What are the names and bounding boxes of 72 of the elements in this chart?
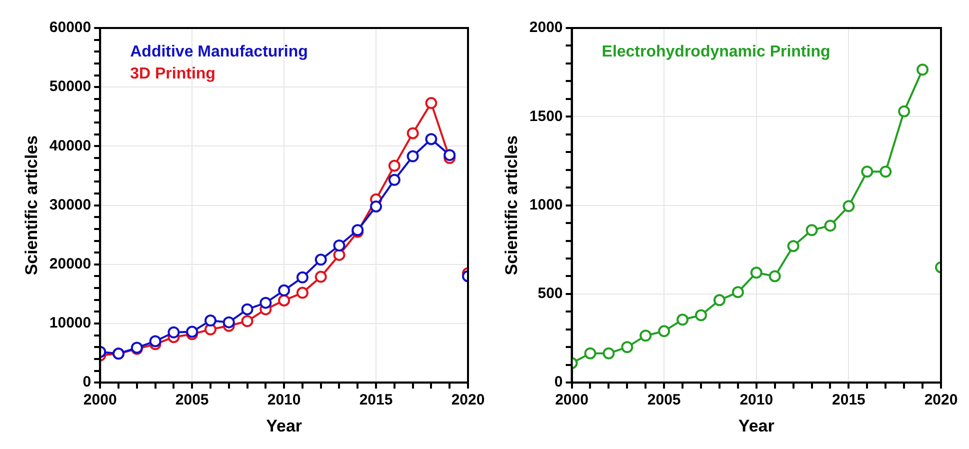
point xyxy=(406,150,419,162)
point xyxy=(314,270,327,283)
y-tick-label: 60000 xyxy=(49,19,92,36)
point xyxy=(695,309,707,322)
point xyxy=(621,341,634,354)
y-tick-label: 20000 xyxy=(49,256,92,273)
point xyxy=(640,330,652,342)
point xyxy=(149,335,162,348)
x-axis-title: Year xyxy=(738,416,775,436)
point xyxy=(186,326,198,338)
x-tick-label: 2005 xyxy=(647,392,681,409)
x-tick-label: 2015 xyxy=(359,392,393,409)
y-tick-label: 0 xyxy=(554,374,563,391)
text: Electrohydrodynamic Printing xyxy=(602,43,830,60)
point xyxy=(333,248,346,261)
x-tick-label: 2000 xyxy=(83,392,117,409)
point xyxy=(880,166,892,178)
point xyxy=(676,314,689,326)
text: 3D Printing xyxy=(130,65,216,82)
point xyxy=(768,270,781,282)
point xyxy=(278,284,290,296)
point xyxy=(824,220,836,232)
point xyxy=(388,160,400,172)
x-tick-label: 2005 xyxy=(175,392,209,409)
point xyxy=(406,127,419,140)
y-tick-label: 500 xyxy=(538,285,563,302)
point xyxy=(806,224,818,236)
point xyxy=(425,97,438,110)
x-tick-label: 2015 xyxy=(832,392,866,409)
y-tick-label: 40000 xyxy=(49,137,92,154)
point xyxy=(204,314,216,327)
point xyxy=(732,286,744,298)
x-axis-title: Year xyxy=(266,416,302,436)
point xyxy=(750,266,762,279)
x-tick-label: 2020 xyxy=(451,392,485,409)
y-axis-title: Scientific articles xyxy=(502,135,521,276)
point xyxy=(444,149,456,162)
y-tick-label: 1500 xyxy=(529,108,563,125)
point xyxy=(388,174,400,186)
point xyxy=(370,200,382,212)
point xyxy=(425,133,438,146)
point xyxy=(658,325,670,338)
point xyxy=(241,303,254,316)
y-axis-title: Scientific articles xyxy=(22,135,41,276)
point xyxy=(584,347,596,360)
point xyxy=(296,271,308,284)
point xyxy=(861,166,874,178)
point xyxy=(278,294,290,306)
point xyxy=(241,315,254,328)
point xyxy=(333,239,346,252)
point xyxy=(787,240,800,252)
point xyxy=(916,64,929,76)
x-tick-label: 2020 xyxy=(924,392,958,409)
point xyxy=(260,296,272,309)
point xyxy=(296,286,308,299)
point xyxy=(898,105,910,118)
x-tick-label: 2010 xyxy=(740,392,774,409)
point xyxy=(713,294,726,306)
point xyxy=(222,316,235,328)
point xyxy=(842,200,855,212)
point xyxy=(602,347,615,360)
point xyxy=(314,254,327,266)
y-tick-label: 2000 xyxy=(529,19,563,36)
y-tick-label: 0 xyxy=(82,374,92,391)
x-tick-label: 2010 xyxy=(267,392,301,409)
point xyxy=(168,326,180,338)
y-tick-label: 10000 xyxy=(49,314,92,332)
x-tick-label: 2000 xyxy=(555,392,588,409)
y-tick-label: 50000 xyxy=(49,78,92,96)
text: Additive Manufacturing xyxy=(130,43,308,60)
y-tick-label: 30000 xyxy=(49,196,92,214)
y-tick-label: 1000 xyxy=(529,196,563,214)
